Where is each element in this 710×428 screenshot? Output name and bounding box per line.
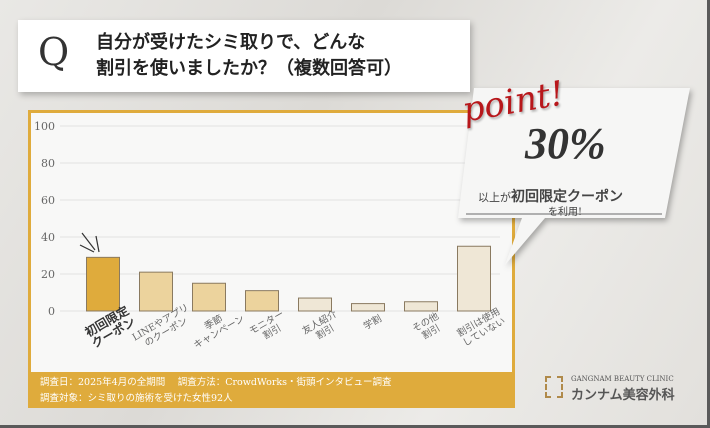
y-tick-label: 40 <box>41 231 55 244</box>
question-title: 自分が受けたシミ取りで、どんな 割引を使いましたか？（複数回答可） <box>96 32 402 79</box>
logo-english: GANGNAM BEAUTY CLINIC <box>571 375 674 383</box>
y-tick-label: 60 <box>41 194 55 207</box>
y-tick-label: 100 <box>34 120 55 133</box>
point-text-bold: 初回限定クーポン <box>511 189 623 205</box>
y-tick-label: 80 <box>41 157 55 170</box>
bar <box>457 245 491 312</box>
bar <box>86 256 120 312</box>
point-text: 以上が初回限定クーポン <box>478 186 623 206</box>
survey-info: 調査日：2025年4月の全期間 調査方法：CrowdWorks・街頭インタビュー… <box>28 372 515 408</box>
question-box: Q 自分が受けたシミ取りで、どんな 割引を使いましたか？（複数回答可） <box>18 20 470 92</box>
bar <box>351 303 385 312</box>
emphasis-mark <box>95 235 100 253</box>
point-text-suffix: を利用! <box>548 207 583 218</box>
point-percentage: 30% <box>525 119 606 168</box>
survey-line-1: 調査日：2025年4月の全期間 調査方法：CrowdWorks・街頭インタビュー… <box>40 377 392 388</box>
survey-line-2: 調査対象：シミ取りの施術を受けた女性92人 <box>40 393 233 404</box>
y-tick-label: 20 <box>41 268 55 281</box>
emphasis-mark <box>81 232 96 251</box>
y-tick-label: 0 <box>48 305 55 318</box>
logo-japanese: カンナム美容外科 <box>571 388 675 403</box>
point-text-prefix: 以上が <box>478 191 511 204</box>
question-mark: Q <box>38 30 70 74</box>
bar <box>245 290 279 312</box>
logo-mark-icon <box>545 376 563 398</box>
bar <box>404 301 438 312</box>
bar <box>298 297 332 312</box>
bar <box>192 282 226 312</box>
bar <box>139 271 173 312</box>
emphasis-mark <box>79 244 95 253</box>
